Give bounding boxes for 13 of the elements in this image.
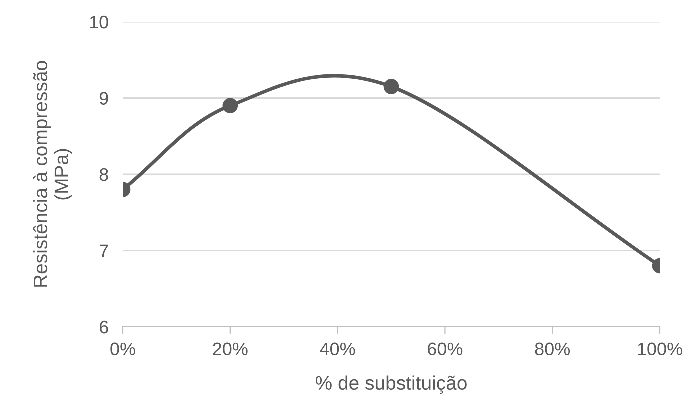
x-tick-label: 100% xyxy=(638,342,682,356)
x-tick-label: 0% xyxy=(110,342,136,356)
y-axis-title: Resistência à compressão (MPa) xyxy=(33,61,72,287)
x-tick-label: 20% xyxy=(213,342,248,356)
x-tick-label: 40% xyxy=(320,342,356,356)
y-tick-label: 9 xyxy=(100,92,108,105)
x-axis-title: % de substituição xyxy=(316,376,467,394)
x-tick-label: 80% xyxy=(535,342,570,356)
x-tick-label: 60% xyxy=(428,342,463,356)
y-tick-label: 10 xyxy=(90,16,108,29)
y-tick-label: 8 xyxy=(100,168,108,182)
y-tick-label: 7 xyxy=(100,244,108,258)
y-tick-label: 6 xyxy=(100,320,108,334)
